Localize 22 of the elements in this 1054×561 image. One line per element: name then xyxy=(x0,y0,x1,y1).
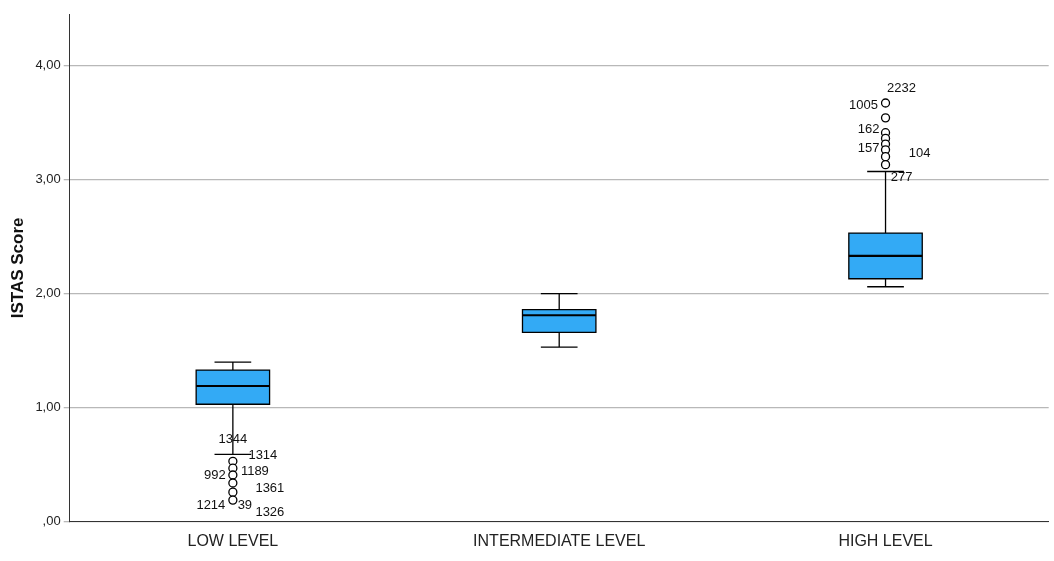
y-tick-label: ,00 xyxy=(42,513,61,529)
annotation: 1214 xyxy=(196,496,226,512)
annotation: 1005 xyxy=(849,96,878,112)
annotation: 2232 xyxy=(887,79,916,95)
y-tick-label: 1,00 xyxy=(35,399,61,415)
annotation: 1361 xyxy=(255,479,285,495)
y-tick-label: 4,00 xyxy=(35,56,61,72)
annotation: 39 xyxy=(237,496,253,512)
annotation: 992 xyxy=(204,466,226,482)
annotation: 1326 xyxy=(255,503,285,519)
annotation: 1189 xyxy=(240,462,269,478)
y-axis-title: ISTAS Score xyxy=(7,217,27,319)
x-tick-label: HIGH LEVEL xyxy=(838,531,933,549)
annotation: 1314 xyxy=(248,446,278,462)
annotation: 162 xyxy=(857,121,880,137)
x-tick-label: LOW LEVEL xyxy=(187,531,279,549)
y-tick-label: 3,00 xyxy=(35,171,61,187)
annotation: 157 xyxy=(857,139,880,155)
annotation: 277 xyxy=(890,169,913,185)
annotation: 104 xyxy=(908,145,931,161)
x-tick-label: INTERMEDIATE LEVEL xyxy=(473,531,646,549)
y-tick-label: 2,00 xyxy=(35,285,61,301)
